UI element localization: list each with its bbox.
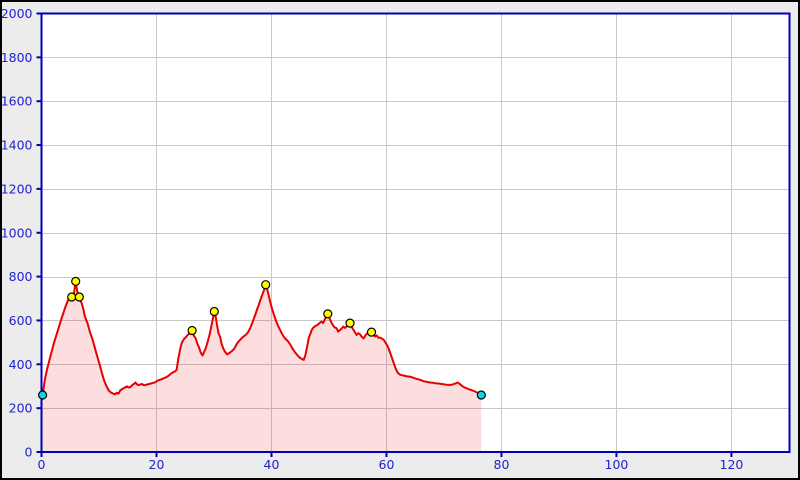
peak-marker[interactable] bbox=[71, 276, 81, 286]
endpoint-marker[interactable] bbox=[37, 390, 48, 400]
peak-marker[interactable] bbox=[366, 327, 377, 337]
y-tick-label: 1800 bbox=[1, 50, 33, 65]
y-tick-label: 2000 bbox=[1, 6, 33, 21]
elevation-fill bbox=[42, 281, 482, 452]
x-tick-label: 80 bbox=[494, 457, 510, 472]
peak-marker[interactable] bbox=[67, 292, 77, 302]
peak-marker[interactable] bbox=[261, 280, 271, 290]
y-tick-label: 800 bbox=[9, 269, 33, 284]
y-tick-label: 1200 bbox=[1, 181, 33, 196]
y-tick-label: 1600 bbox=[1, 94, 33, 109]
x-tick-label: 100 bbox=[605, 457, 629, 472]
elevation-line bbox=[41, 280, 483, 396]
y-tick-label: 1400 bbox=[1, 138, 33, 153]
y-tick-label: 200 bbox=[9, 401, 33, 416]
y-tick-label: 600 bbox=[9, 313, 33, 328]
y-tick-label: 1000 bbox=[1, 225, 33, 240]
endpoint-marker[interactable] bbox=[476, 390, 486, 400]
peak-marker[interactable] bbox=[323, 309, 333, 319]
x-tick-label: 60 bbox=[379, 457, 395, 472]
peak-marker[interactable] bbox=[74, 292, 84, 302]
peak-marker[interactable] bbox=[345, 318, 355, 328]
peak-marker[interactable] bbox=[187, 325, 197, 336]
peak-marker[interactable] bbox=[209, 306, 219, 317]
y-tick-label: 0 bbox=[25, 445, 33, 460]
x-tick-label: 0 bbox=[38, 457, 46, 472]
y-tick-label: 400 bbox=[9, 357, 33, 372]
x-tick-label: 20 bbox=[149, 457, 165, 472]
x-tick-label: 120 bbox=[720, 457, 744, 472]
x-tick-label: 40 bbox=[264, 457, 280, 472]
